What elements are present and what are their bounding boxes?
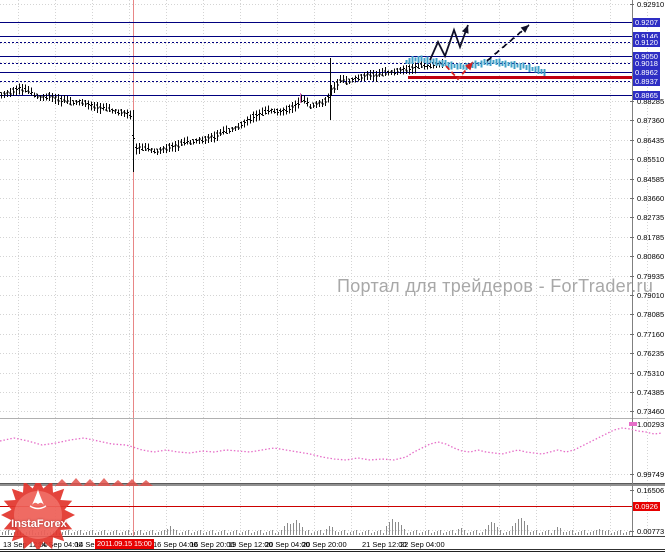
red-jagged-band (55, 478, 153, 486)
instaforex-logo: InstaForex (0, 478, 80, 551)
watermark: Портал для трейдеров - ForTrader.ru (337, 276, 654, 296)
annotations-group (429, 24, 530, 81)
instaforex-starburst-icon (1, 478, 75, 551)
price-bars-group (0, 58, 444, 173)
subwindow1-group (0, 422, 663, 486)
instaforex-logo-text: InstaForex (11, 518, 67, 530)
grid-group (0, 0, 648, 536)
flame-icon (32, 489, 44, 505)
forecast-bars-group (405, 55, 546, 77)
level-lines-group (0, 22, 632, 96)
support-line-group (408, 76, 632, 79)
